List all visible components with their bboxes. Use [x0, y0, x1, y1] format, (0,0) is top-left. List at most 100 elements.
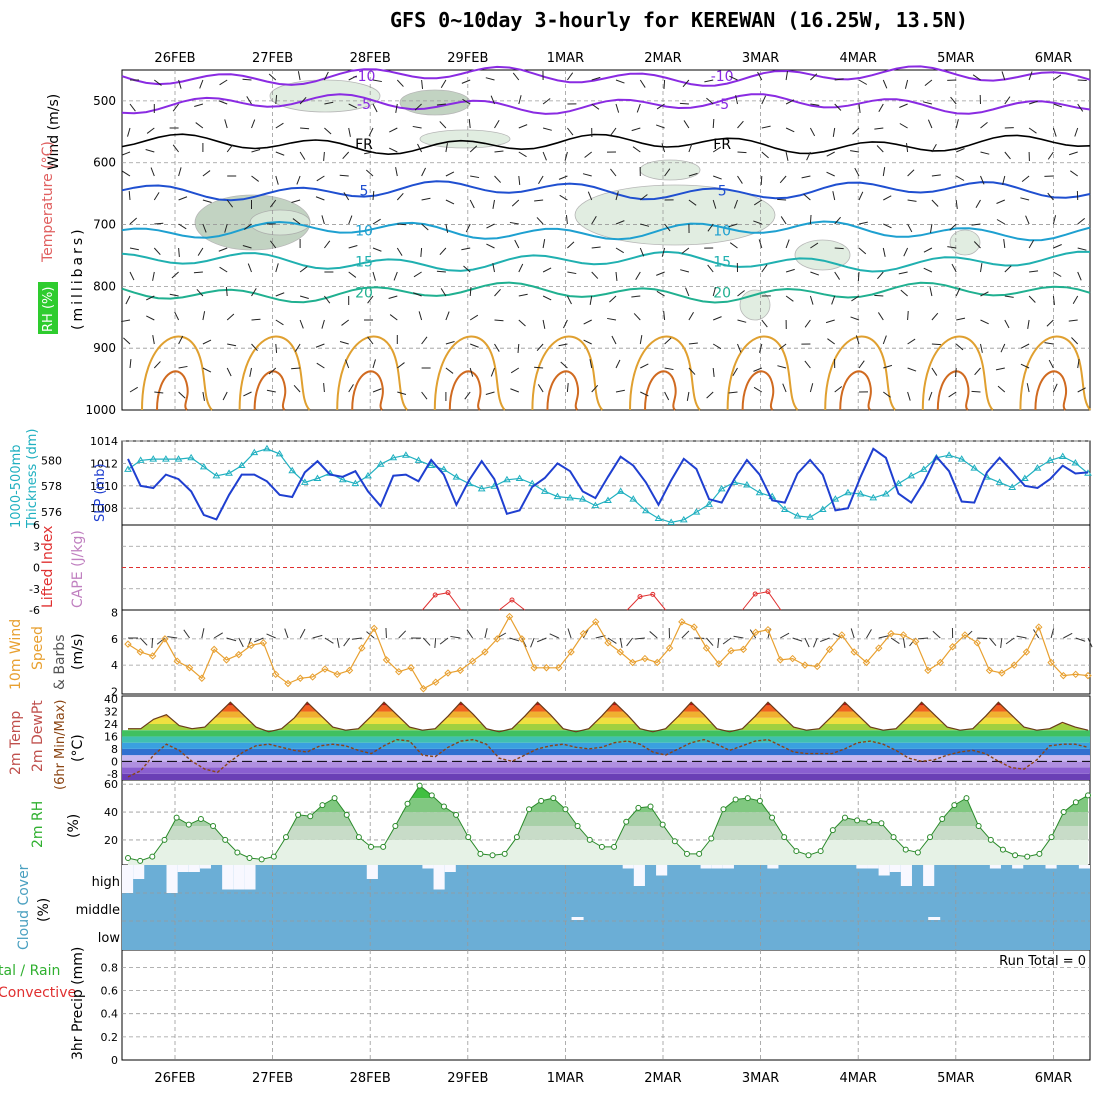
wind-barb — [809, 383, 814, 393]
wind-barb — [854, 167, 860, 177]
thickness-point — [654, 514, 663, 522]
rh-point — [914, 849, 921, 856]
wind-barb — [567, 628, 572, 639]
thickness-point — [882, 490, 890, 497]
wind-barb — [1000, 343, 1006, 353]
wind-barb — [663, 310, 666, 321]
wind-barb — [728, 391, 738, 394]
wind-barb — [275, 263, 279, 273]
rh-point — [1048, 834, 1055, 841]
temperature-contour — [121, 180, 1091, 202]
cloud-high-bar — [366, 865, 378, 879]
wind-barb — [792, 637, 803, 642]
wind-barb — [351, 637, 362, 640]
rh-point — [939, 816, 946, 823]
wind-barb — [785, 151, 789, 161]
wind-barb — [275, 175, 279, 185]
wind-barb — [224, 223, 228, 233]
pressure-tick-label: 1000 — [85, 403, 116, 417]
wind-tick-label: 8 — [111, 607, 118, 620]
wind-barb — [469, 314, 479, 321]
wind-barb — [226, 144, 234, 153]
warm-contour — [238, 335, 311, 411]
hot-contour — [351, 370, 384, 411]
wind-barb — [661, 143, 666, 153]
wind-barb — [758, 343, 763, 353]
wind-barb — [1075, 637, 1086, 642]
axis-label-thickness-1: 1000-500mb — [9, 444, 24, 528]
cloud-level-label: low — [98, 931, 121, 946]
wind-barb — [249, 367, 252, 377]
rh-point — [1036, 850, 1043, 857]
cloud-level-label: high — [92, 875, 120, 890]
wind-barb — [152, 335, 155, 345]
cloud-high-bar — [1078, 865, 1090, 869]
rh-point — [951, 802, 958, 809]
wind-barb — [932, 630, 941, 639]
hot-contour — [644, 370, 677, 411]
wind-barb — [299, 96, 307, 105]
wind-barb — [197, 247, 204, 256]
wind-barb — [591, 216, 597, 225]
wind-barb — [150, 167, 155, 177]
axis-label-barbs: & Barbs — [52, 635, 68, 691]
wind-barb — [178, 365, 188, 369]
contour-label: -5 — [715, 97, 729, 113]
wind-barb — [980, 263, 983, 273]
wind-barb — [980, 343, 983, 353]
thickness-point — [1071, 458, 1080, 466]
wind-barb — [882, 335, 887, 345]
date-label-bottom: 3MAR — [742, 1071, 779, 1086]
rh-point — [550, 795, 557, 802]
wind-barb — [417, 143, 423, 153]
wind-barb — [858, 103, 861, 113]
wind-barb — [980, 175, 985, 185]
cloud-high-bar — [233, 865, 245, 890]
wind-speed-point — [678, 618, 686, 626]
wind-barb — [607, 637, 617, 644]
wind-barb — [396, 192, 404, 201]
wind-barb — [450, 635, 461, 639]
wind-barb — [388, 147, 398, 153]
wind-barb — [514, 239, 520, 249]
rh-point — [732, 796, 739, 803]
wind-barb — [877, 271, 884, 280]
wind-barb — [883, 364, 893, 369]
wind-barb — [421, 336, 428, 345]
wind-barb — [542, 267, 552, 273]
wind-barb — [826, 151, 835, 157]
wind-barb — [324, 127, 332, 135]
wind-barb — [878, 103, 884, 113]
wind-speed-point — [395, 667, 403, 676]
thickness-point — [642, 506, 650, 514]
wind-barb — [955, 119, 959, 129]
thickness-point — [679, 515, 688, 523]
wind-barb — [275, 292, 285, 297]
contour-label: 10 — [713, 224, 731, 240]
thickness-point — [957, 455, 966, 462]
rh-point — [854, 817, 861, 824]
wind-barb — [737, 290, 745, 297]
rh-point — [647, 803, 654, 810]
wind-barb — [883, 195, 892, 201]
rh-point — [744, 795, 751, 802]
wind-barb — [445, 199, 455, 205]
wind-barb — [315, 343, 325, 348]
wind-barb — [883, 223, 892, 229]
rh-point — [161, 836, 168, 843]
wind-barb — [343, 637, 350, 647]
wind-barb — [343, 192, 350, 201]
thickness-point — [667, 518, 676, 525]
wind-barb — [324, 101, 334, 105]
thickness-point — [604, 496, 612, 503]
wind-barb — [324, 295, 331, 304]
thickness-point — [136, 456, 145, 463]
wind-barb — [974, 367, 981, 376]
wind-barb — [635, 271, 641, 280]
wind-barb — [1053, 271, 1062, 277]
wind-barb — [850, 316, 860, 321]
wind-barb — [398, 630, 407, 639]
wind-barb — [1087, 637, 1093, 648]
rh-point — [392, 822, 399, 829]
wind-barb — [1070, 170, 1078, 177]
